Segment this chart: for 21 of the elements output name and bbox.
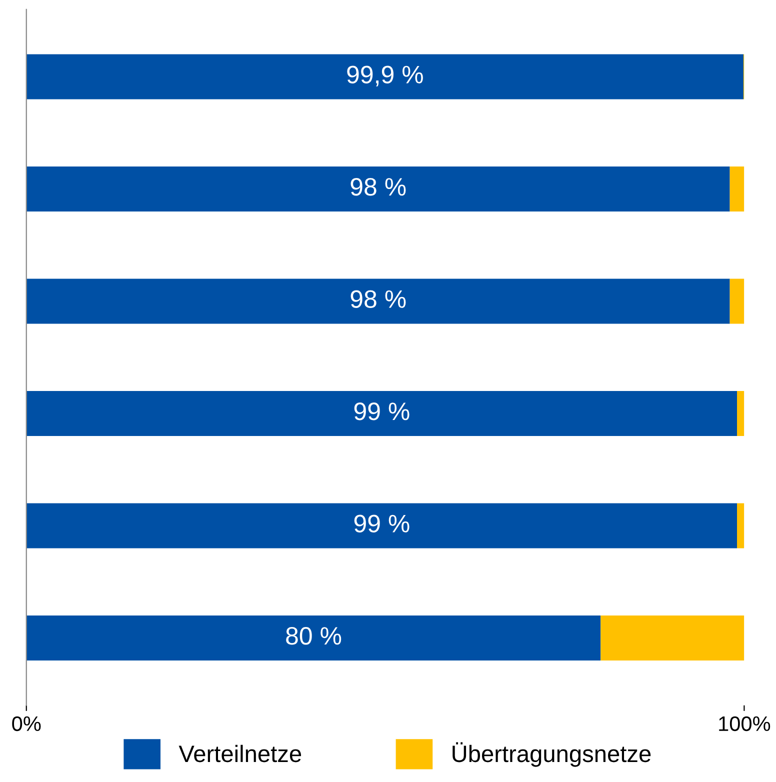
bar xyxy=(26,278,730,324)
x-tick-label: 100% xyxy=(719,716,770,732)
bar xyxy=(730,278,744,324)
data-label: 98 % xyxy=(350,178,406,196)
x-tick-label: 0% xyxy=(12,716,41,732)
bar xyxy=(26,616,601,660)
data-label: 98 % xyxy=(350,290,406,308)
bar xyxy=(26,391,738,436)
bar xyxy=(26,54,744,100)
data-label: 99 % xyxy=(354,514,410,532)
legend-label: Übertragungsnetze xyxy=(452,742,651,767)
data-label: 99 % xyxy=(354,402,410,420)
bar xyxy=(730,166,744,212)
bar xyxy=(600,616,744,660)
data-label: 80 % xyxy=(286,627,342,645)
bar xyxy=(737,503,744,548)
bar xyxy=(737,391,744,436)
legend-label: Verteilnetze xyxy=(178,744,302,762)
bar xyxy=(26,503,738,548)
data-label: 99,9 % xyxy=(347,66,423,86)
bar xyxy=(26,166,730,212)
